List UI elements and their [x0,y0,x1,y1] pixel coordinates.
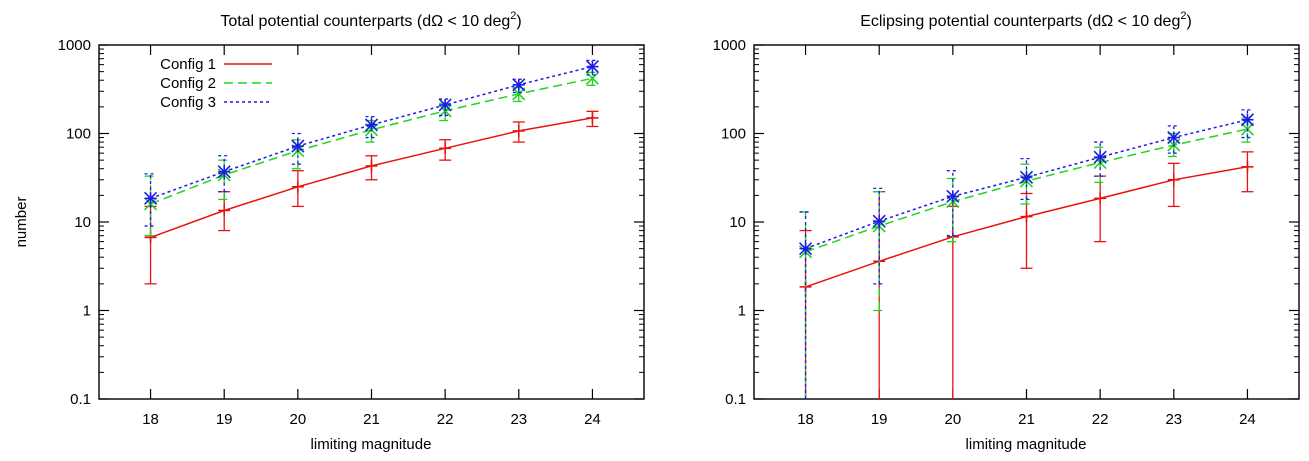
right-y-tick-label: 10 [729,214,746,231]
right-data-point [1094,192,1107,205]
left-x-axis-label: limiting magnitude [311,436,432,453]
left-x-tick-label: 23 [510,411,527,428]
left-data-point [438,98,452,112]
left-x-tick-label: 22 [437,411,454,428]
left-y-tick-label: 1 [83,303,91,320]
left-data-point [143,191,158,205]
right-data-point [1019,170,1034,184]
left-data-point [512,124,525,137]
left-x-tick-label: 19 [216,411,233,428]
left-legend: Config 1 Config 2 Config 3 [160,56,272,111]
right-x-axis-label: limiting magnitude [966,436,1087,453]
left-data-point [217,165,231,179]
y-axis-label: number [13,197,30,248]
legend-label-config-1: Config 1 [160,56,216,73]
left-chart-title: Total potential counterparts (dΩ < 10 de… [220,10,521,30]
right-data-point [1167,130,1181,145]
legend-label-config-3: Config 3 [160,94,216,111]
left-data-point [364,118,379,132]
left-y-tick-label: 10 [74,214,91,231]
right-data-point [1167,173,1180,186]
left-y-tick-label: 1000 [58,37,91,54]
right-x-tick-label: 23 [1165,411,1182,428]
left-chart-panel: Total potential counterparts (dΩ < 10 de… [58,10,645,453]
left-data-point [439,142,452,155]
right-y-tick-label: 1 [738,303,746,320]
right-y-tick-label: 1000 [713,37,746,54]
left-y-tick-label: 0.1 [70,391,91,408]
right-data-point [946,189,960,203]
left-data-point [291,139,305,153]
right-data-point [1241,160,1254,173]
right-chart-panel: Eclipsing potential counterparts (dΩ < 1… [713,10,1300,453]
right-series-config-3 [798,109,1255,399]
right-data-point [872,214,886,228]
right-chart-title: Eclipsing potential counterparts (dΩ < 1… [860,10,1192,30]
right-x-tick-label: 19 [871,411,888,428]
left-data-point [586,111,599,124]
left-data-point [218,204,231,217]
right-y-tick-label: 0.1 [725,391,746,408]
right-data-point [1240,113,1255,127]
left-data-point [585,60,600,74]
left-x-tick-label: 21 [363,411,380,428]
right-y-tick-label: 100 [721,126,746,143]
right-x-tick-label: 18 [797,411,814,428]
right-x-tick-label: 24 [1239,411,1256,428]
left-x-tick-label: 24 [584,411,601,428]
left-data-point [291,180,304,193]
left-x-tick-label: 18 [142,411,159,428]
left-data-point [365,159,378,172]
right-data-point [798,242,813,256]
left-y-tick-label: 100 [66,126,91,143]
right-data-point [1093,150,1107,164]
left-series-config-3 [143,59,600,227]
legend-label-config-2: Config 2 [160,75,216,92]
left-x-tick-label: 20 [290,411,307,428]
right-x-tick-label: 22 [1092,411,1109,428]
left-data-point [512,78,526,92]
right-x-tick-label: 20 [945,411,962,428]
right-data-point [1020,210,1033,223]
right-x-tick-label: 21 [1018,411,1035,428]
